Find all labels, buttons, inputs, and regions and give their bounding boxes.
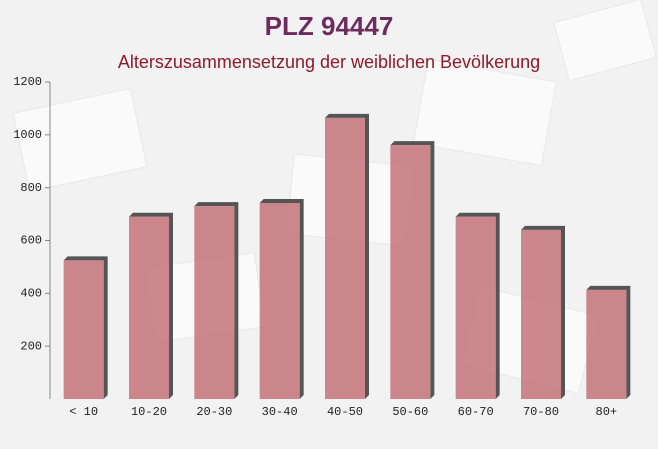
y-tick-label: 400 — [20, 287, 42, 301]
x-tick-label: 20-30 — [196, 405, 232, 419]
x-tick-label: < 10 — [69, 405, 98, 419]
x-tick-label: 80+ — [596, 405, 618, 419]
bar — [194, 206, 235, 399]
x-tick-label: 10-20 — [131, 405, 167, 419]
y-tick-label: 1000 — [13, 128, 42, 142]
y-tick-label: 1200 — [13, 75, 42, 89]
x-tick-label: 40-50 — [327, 405, 363, 419]
y-tick-label: 800 — [20, 181, 42, 195]
bar — [586, 289, 627, 399]
bar — [259, 202, 300, 399]
bar — [325, 117, 365, 399]
bar — [129, 216, 169, 399]
bar — [63, 260, 104, 399]
x-tick-label: 70-80 — [523, 405, 559, 419]
x-tick-label: 60-70 — [458, 405, 494, 419]
bar — [390, 145, 431, 399]
y-tick-label: 200 — [20, 339, 42, 353]
chart-title: PLZ 94447 — [265, 11, 394, 41]
bar — [521, 229, 561, 399]
x-tick-label: 30-40 — [262, 405, 298, 419]
y-tick-label: 600 — [20, 234, 42, 248]
x-tick-label: 50-60 — [392, 405, 428, 419]
chart-subtitle: Alterszusammensetzung der weiblichen Bev… — [118, 52, 540, 72]
bar — [455, 216, 496, 399]
